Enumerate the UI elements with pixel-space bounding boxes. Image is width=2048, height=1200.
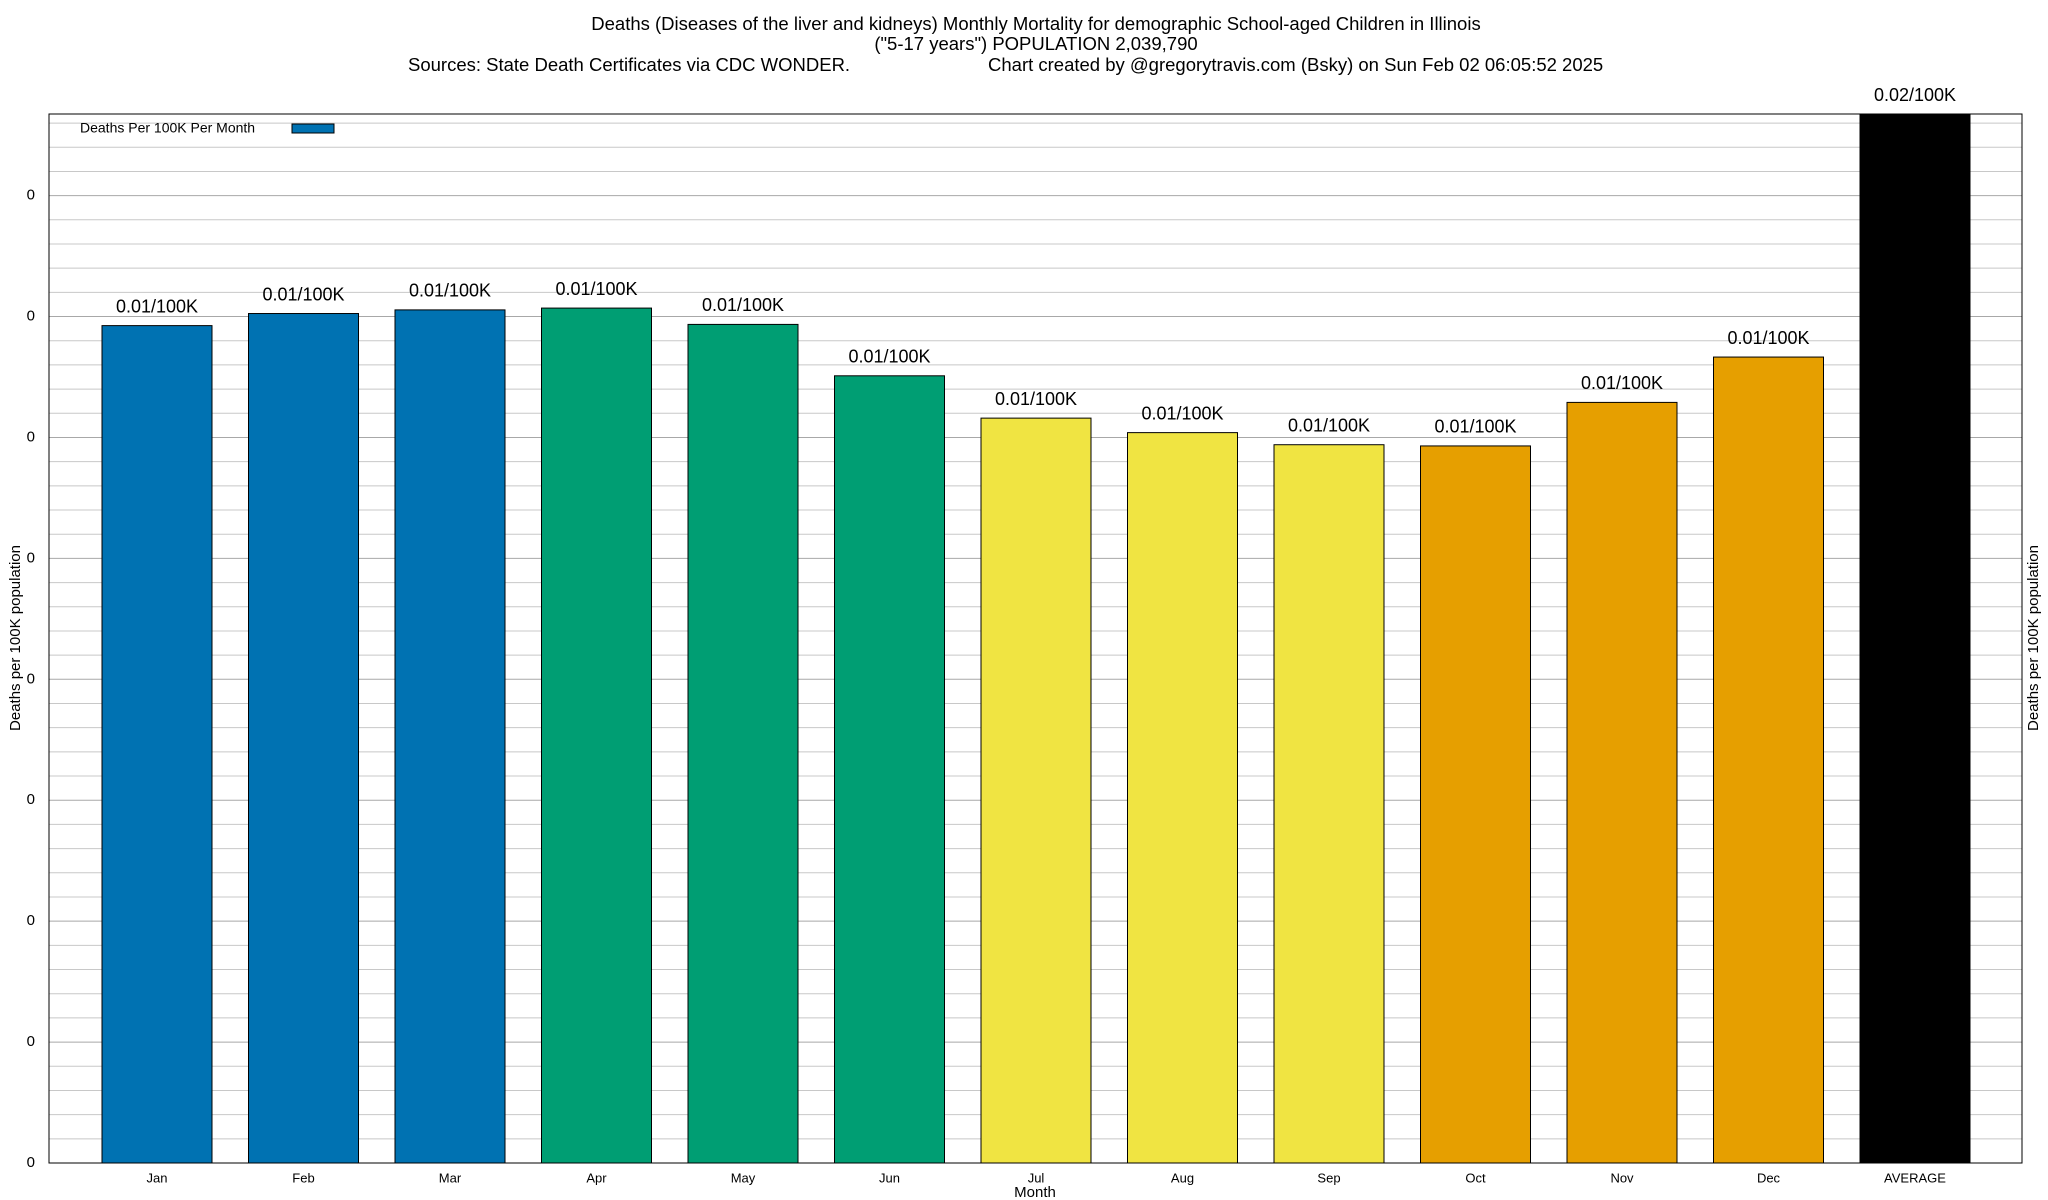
value-label: 0.01/100K [995, 389, 1077, 409]
bar [101, 325, 213, 1164]
bar [394, 309, 506, 1164]
x-tick-label: May [731, 1170, 756, 1185]
value-label: 0.02/100K [1874, 85, 1956, 105]
bar [1420, 445, 1531, 1164]
x-tick-label: Oct [1465, 1170, 1486, 1185]
value-label: 0.01/100K [1434, 417, 1516, 437]
y-tick-label: 0 [27, 187, 35, 204]
y2-axis-label: Deaths per 100K population [2025, 545, 2042, 731]
x-tick-label: Aug [1171, 1170, 1194, 1185]
value-label: 0.01/100K [1581, 373, 1663, 393]
x-tick-label: Jul [1028, 1170, 1045, 1185]
value-label: 0.01/100K [1288, 415, 1370, 435]
bar [1713, 356, 1824, 1164]
bar [541, 307, 652, 1164]
x-tick-label: Mar [439, 1170, 462, 1185]
x-tick-label: Sep [1317, 1170, 1340, 1185]
y-tick-label: 0 [27, 1154, 35, 1171]
value-label: 0.01/100K [555, 279, 637, 299]
value-label: 0.01/100K [848, 347, 930, 367]
y-tick-label: 0 [27, 912, 35, 929]
bar [1127, 432, 1238, 1164]
legend-label: Deaths Per 100K Per Month [80, 120, 255, 136]
bar [980, 417, 1092, 1164]
y-axis-label: Deaths per 100K population [7, 545, 24, 731]
y-tick-label: 0 [27, 1033, 35, 1050]
x-axis-label: Month [1014, 1184, 1056, 1200]
bar [1859, 113, 1971, 1164]
value-label: 0.01/100K [1727, 328, 1809, 348]
x-tick-label: Jun [879, 1170, 900, 1185]
value-label: 0.01/100K [262, 284, 344, 304]
bar [687, 323, 799, 1164]
value-label: 0.01/100K [1141, 403, 1223, 423]
chart-subtitle: ("5-17 years") POPULATION 2,039,790 [874, 33, 1197, 54]
x-tick-label: Jan [147, 1170, 168, 1185]
y-tick-label: 0 [27, 308, 35, 325]
x-tick-label: Feb [292, 1170, 314, 1185]
y-tick-label: 0 [27, 549, 35, 566]
x-tick-label: Nov [1610, 1170, 1634, 1185]
value-label: 0.01/100K [702, 295, 784, 315]
bar [1273, 444, 1385, 1164]
x-tick-label: Dec [1757, 1170, 1781, 1185]
x-tick-label: AVERAGE [1884, 1170, 1946, 1185]
legend-swatch [291, 123, 335, 134]
value-label: 0.01/100K [116, 296, 198, 316]
credit-note: Chart created by @gregorytravis.com (Bsk… [988, 54, 1603, 75]
bar [834, 375, 945, 1164]
source-note: Sources: State Death Certificates via CD… [408, 54, 850, 75]
bar [1566, 401, 1678, 1164]
y-tick-label: 0 [27, 670, 35, 687]
bar [248, 313, 359, 1164]
y-tick-label: 0 [27, 428, 35, 445]
chart-title: Deaths (Diseases of the liver and kidney… [591, 13, 1480, 34]
y-tick-label: 0 [27, 791, 35, 808]
value-label: 0.01/100K [409, 281, 491, 301]
x-tick-label: Apr [586, 1170, 607, 1185]
